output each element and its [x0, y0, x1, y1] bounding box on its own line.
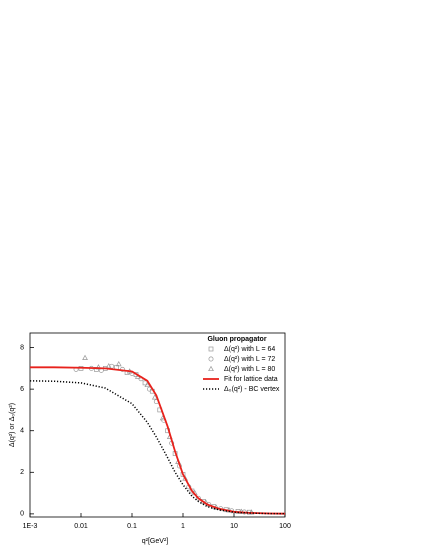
y-tick-label: 0 — [20, 511, 24, 518]
y-tick-label: 8 — [20, 344, 24, 351]
x-tick-label: 0.1 — [127, 523, 137, 530]
x-tick-label: 0.01 — [74, 523, 88, 530]
legend-label: Δ(q²) with L = 64 — [224, 346, 275, 353]
legend-label: Fit for lattice data — [224, 376, 278, 383]
legend-marker — [208, 346, 214, 352]
y-tick-label: 6 — [20, 386, 24, 393]
y-tick-label: 2 — [20, 469, 24, 476]
y-tick-label: 4 — [20, 428, 24, 435]
marker — [82, 354, 88, 360]
marker — [151, 394, 158, 400]
marker — [195, 495, 201, 501]
x-axis-label: q²[GeV²] — [142, 538, 169, 545]
legend-marker — [208, 356, 214, 362]
legend-marker — [208, 365, 214, 372]
legend-label: Δ₀(q²) - BC vertex — [224, 386, 280, 393]
y-axis-label: Δ(q²) or Δ₀(q²) — [9, 403, 16, 447]
plot-frame — [29, 332, 286, 518]
marker — [144, 381, 151, 388]
x-tick-label: 100 — [279, 523, 291, 530]
marker — [115, 360, 122, 367]
series-line — [30, 366, 286, 515]
x-tick-label: 10 — [230, 523, 238, 530]
legend-title: Gluon propagator — [207, 336, 266, 343]
series-line — [29, 380, 286, 515]
x-tick-label: 1 — [181, 523, 185, 530]
marker — [182, 475, 189, 481]
x-tick-label: 1E-3 — [23, 523, 38, 530]
legend-label: Δ(q²) with L = 72 — [224, 356, 275, 363]
marker — [189, 488, 195, 494]
legend-label: Δ(q²) with L = 80 — [224, 366, 275, 373]
